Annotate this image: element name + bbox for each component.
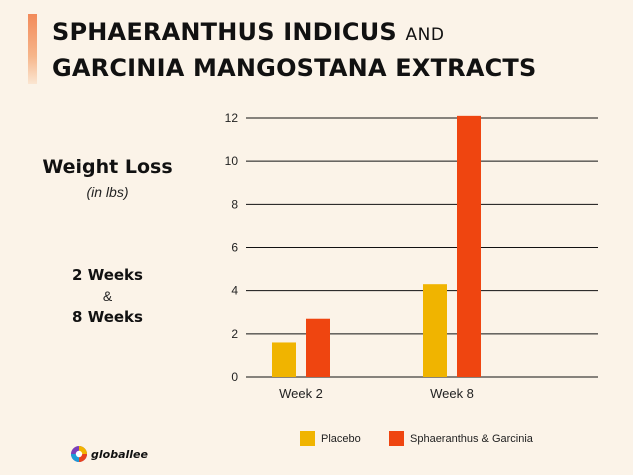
- y-tick-label-10: 10: [225, 154, 239, 168]
- unit-label: (in lbs): [86, 184, 129, 200]
- y-tick-label-6: 6: [231, 241, 238, 255]
- y-tick-label-4: 4: [231, 284, 238, 298]
- title-line-2: GARCINIA MANGOSTANA EXTRACTS: [52, 54, 537, 82]
- y-tick-label-8: 8: [231, 197, 238, 211]
- legend-swatch-placebo: [300, 431, 315, 446]
- bar-placebo-week-2: [272, 342, 296, 377]
- y-tick-label-2: 2: [231, 327, 238, 341]
- legend-label-placebo: Placebo: [321, 432, 361, 445]
- chart-bars: [272, 115, 481, 377]
- title-line-1: SPHAERANTHUS INDICUS: [52, 18, 397, 46]
- bar-sphaeranthus-garcinia-week-2: [306, 318, 330, 377]
- legend-item-sphaeranthus-garcinia: Sphaeranthus & Garcinia: [389, 431, 533, 446]
- chart-labels: 0 2 4 6 8 10 12 Week 2 Week 8: [225, 111, 474, 401]
- period-8-weeks: 8 Weeks: [72, 308, 143, 326]
- weight-loss-heading: Weight Loss: [42, 156, 173, 178]
- ampersand: &: [102, 288, 113, 304]
- bar-sphaeranthus-garcinia-week-8: [457, 115, 481, 377]
- brand-logo-icon: [71, 446, 87, 462]
- x-category-label-2: Week 8: [430, 386, 474, 401]
- page-title: SPHAERANTHUS INDICUS AND GARCINIA MANGOS…: [52, 16, 536, 85]
- brand-logo: globallee: [70, 445, 148, 463]
- legend-item-placebo: Placebo: [300, 431, 361, 446]
- x-category-label-1: Week 2: [279, 386, 323, 401]
- title-connector: AND: [405, 25, 445, 45]
- legend-label-sphaeranthus-garcinia: Sphaeranthus & Garcinia: [410, 432, 533, 445]
- brand-name: globallee: [91, 447, 148, 461]
- period-2-weeks: 2 Weeks: [72, 266, 143, 284]
- bar-placebo-week-8: [423, 284, 447, 377]
- title-accent-bar: [28, 14, 37, 84]
- chart-grid: [246, 117, 598, 378]
- legend-swatch-sphaeranthus-garcinia: [389, 431, 404, 446]
- y-tick-label-0: 0: [231, 370, 238, 384]
- y-tick-label-12: 12: [225, 111, 239, 125]
